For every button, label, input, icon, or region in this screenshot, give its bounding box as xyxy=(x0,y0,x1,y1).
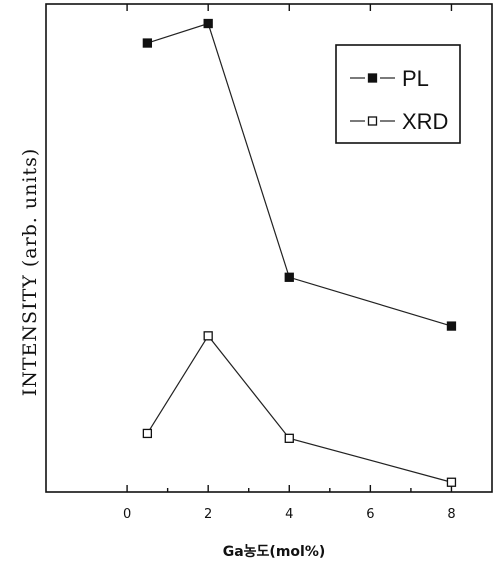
y-axis-label: INTENSITY (arb. units) xyxy=(19,148,41,397)
x-axis-label: Ga농도(mol%) xyxy=(223,544,326,560)
data-point-xrd xyxy=(446,477,457,487)
legend-box xyxy=(335,44,461,144)
series-line-xrd xyxy=(146,334,452,483)
legend-marker-xrd xyxy=(367,116,378,126)
plot-area: 0 2 4 6 8 xyxy=(45,3,493,522)
x-tick-label: 0 xyxy=(123,507,131,522)
x-tick-label: 4 xyxy=(285,507,293,522)
data-point-xrd xyxy=(284,433,294,443)
x-tick-label: 6 xyxy=(366,507,374,522)
data-point-pl xyxy=(142,38,153,48)
x-tick-label: 8 xyxy=(447,507,455,522)
legend-marker-pl xyxy=(367,73,378,83)
data-point-xrd xyxy=(203,331,213,341)
legend-label-pl: PL xyxy=(402,66,429,91)
series-line-pl xyxy=(147,22,452,327)
data-point-pl xyxy=(446,321,457,331)
x-tick-label: 2 xyxy=(204,507,212,522)
data-point-xrd xyxy=(142,428,153,439)
legend-label-xrd: XRD xyxy=(402,109,448,134)
axes-frame xyxy=(45,3,493,493)
data-point-pl xyxy=(284,272,294,282)
legend: PL XRD xyxy=(335,44,461,144)
data-point-pl xyxy=(203,18,213,29)
